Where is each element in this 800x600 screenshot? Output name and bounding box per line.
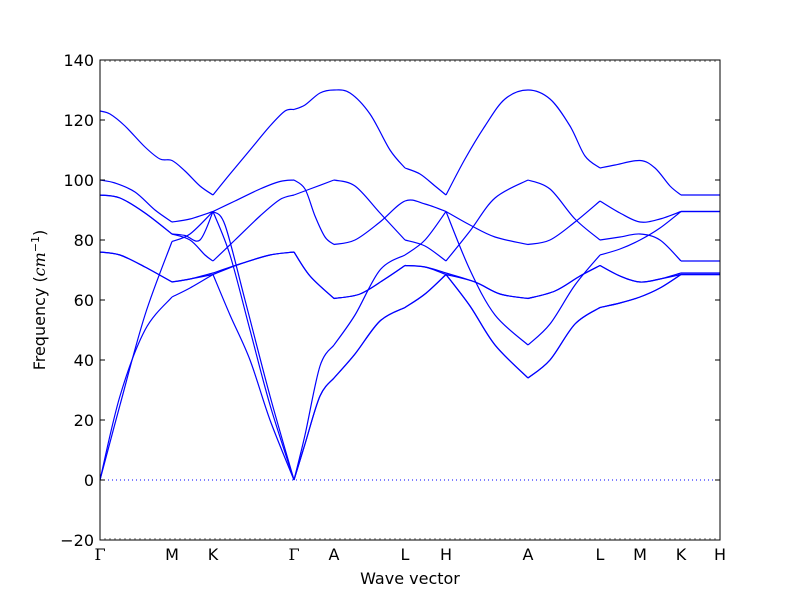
x-tick-label: L [401, 545, 410, 564]
band-3-segment-5 [333, 179, 406, 241]
y-axis-title-prefix: Frequency ( [30, 276, 49, 370]
y-tick-label: 40 [74, 351, 94, 370]
band-5-segment-8 [527, 306, 601, 379]
y-tick-label: −20 [60, 531, 94, 550]
y-tick-label: 60 [74, 291, 94, 310]
band-8-segment-9 [599, 264, 682, 283]
band-4-segment-3 [212, 211, 295, 481]
band-6-segment-8 [527, 306, 601, 379]
band-4-segment-7 [445, 211, 529, 346]
y-axis-title-unit: cm [30, 252, 49, 276]
y-axis-title-suffix: ) [30, 230, 49, 236]
y-axis-title: Frequency (cm−1) [29, 230, 49, 371]
band-2-segment-6 [445, 210, 529, 246]
band-7-segment-9 [599, 264, 682, 283]
band-3-segment-4 [293, 179, 335, 196]
band-2-segment-7 [527, 200, 601, 246]
band-3-segment-3 [212, 194, 295, 262]
y-axis-title-unit-exponent: −1 [29, 236, 42, 252]
x-tick-label: Γ [94, 545, 105, 564]
band-3-segment-2 [171, 233, 214, 262]
band-7-segment-4 [293, 251, 335, 299]
band-8-segment-4 [293, 251, 335, 299]
tick-labels: −20 0 20 40 60 80 100 120 140 Γ M K Γ A L H A L M K H [60, 51, 726, 564]
band-1-segment-2 [212, 108, 295, 196]
band-8-segment-8 [527, 264, 601, 300]
band-1-segment-5 [445, 89, 601, 196]
band-lines [99, 89, 720, 481]
x-tick-label: K [676, 545, 687, 564]
x-tick-label: H [440, 545, 452, 564]
band-1-segment-6 [599, 159, 682, 196]
band-6-segment-2 [171, 273, 214, 298]
band-8-segment-1 [99, 251, 173, 283]
band-4-segment-6 [404, 211, 447, 256]
band-8-segment-5 [333, 265, 406, 300]
y-tick-label: 120 [63, 111, 94, 130]
band-5-segment-9 [599, 273, 682, 309]
y-tick-label: 20 [74, 411, 94, 430]
band-6-segment-4 [293, 377, 335, 481]
x-tick-label: M [165, 545, 179, 564]
band-4-segment-4 [293, 344, 335, 481]
band-5-segment-5 [333, 306, 406, 379]
band-3-segment-9 [599, 233, 682, 262]
band-5-segment-1 [99, 241, 173, 481]
band-2-segment-5 [333, 199, 447, 246]
band-5-segment-2 [171, 211, 214, 243]
band-4-segment-5 [333, 254, 406, 346]
band-3-segment-6 [404, 239, 447, 262]
band-8-segment-2 [171, 273, 214, 283]
y-tick-label: 100 [63, 171, 94, 190]
band-4-segment-1 [99, 194, 173, 235]
band-2-segment-3 [212, 179, 295, 213]
band-3-segment-7 [445, 179, 529, 262]
x-tick-label: L [596, 545, 605, 564]
band-6-segment-6 [404, 274, 447, 308]
y-tick-label: 80 [74, 231, 94, 250]
x-tick-label: A [523, 545, 534, 564]
x-tick-label: K [208, 545, 219, 564]
band-6-segment-1 [99, 296, 173, 481]
band-2-segment-4 [293, 179, 335, 245]
band-6-segment-5 [333, 306, 406, 379]
band-8-segment-3 [212, 251, 295, 276]
x-tick-label: A [329, 545, 340, 564]
x-tick-label: H [714, 545, 726, 564]
band-2-segment-2 [171, 210, 214, 223]
band-6-segment-3 [212, 274, 295, 481]
band-1-segment-1 [99, 110, 214, 196]
x-tick-label: Γ [288, 545, 299, 564]
plot-frame [99, 59, 721, 541]
band-3-segment-8 [527, 179, 601, 241]
band-6-segment-7 [445, 274, 529, 379]
band-1-segment-3 [293, 89, 406, 169]
band-2-segment-1 [99, 179, 173, 223]
band-8-segment-6 [404, 264, 447, 276]
band-4-segment-9 [599, 211, 682, 256]
y-tick-label: 140 [63, 51, 94, 70]
x-axis-title: Wave vector [360, 569, 460, 588]
band-6-segment-9 [599, 273, 682, 309]
band-4-segment-8 [527, 254, 601, 346]
band-4-segment-2 [171, 211, 214, 242]
band-1-segment-4 [404, 167, 447, 196]
band-8-segment-7 [445, 273, 529, 300]
band-7-segment-5 [333, 265, 406, 300]
band-5-segment-3 [212, 211, 295, 481]
band-5-segment-6 [404, 274, 447, 308]
band-2-segment-8 [599, 200, 682, 223]
x-tick-label: M [633, 545, 647, 564]
band-7-segment-1 [99, 251, 173, 283]
y-tick-label: 0 [84, 471, 94, 490]
axis-ticks [99, 59, 721, 541]
